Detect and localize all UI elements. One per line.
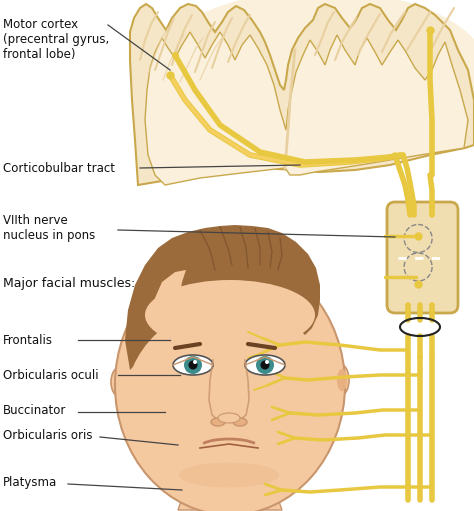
Ellipse shape	[179, 462, 279, 487]
Ellipse shape	[150, 0, 474, 160]
Ellipse shape	[145, 280, 315, 350]
Ellipse shape	[115, 255, 345, 511]
Ellipse shape	[331, 364, 349, 396]
Circle shape	[193, 360, 197, 364]
Text: VIIth nerve
nucleus in pons: VIIth nerve nucleus in pons	[3, 214, 95, 242]
Text: Platysma: Platysma	[3, 476, 57, 489]
Text: Frontalis: Frontalis	[3, 334, 53, 346]
Polygon shape	[125, 225, 320, 370]
Ellipse shape	[125, 305, 335, 505]
FancyBboxPatch shape	[387, 202, 458, 313]
Circle shape	[261, 360, 270, 369]
Ellipse shape	[137, 308, 173, 373]
Ellipse shape	[173, 355, 213, 375]
Text: Orbicularis oris: Orbicularis oris	[3, 429, 92, 442]
Text: Motor cortex
(precentral gyrus,
frontal lobe): Motor cortex (precentral gyrus, frontal …	[3, 18, 109, 61]
Polygon shape	[145, 32, 468, 185]
Circle shape	[256, 356, 274, 374]
Circle shape	[265, 360, 269, 364]
Ellipse shape	[211, 418, 225, 426]
Text: Corticobulbar tract: Corticobulbar tract	[3, 161, 115, 174]
Ellipse shape	[245, 355, 285, 375]
Ellipse shape	[111, 367, 129, 397]
Circle shape	[184, 356, 202, 374]
Polygon shape	[130, 4, 474, 185]
Text: Major facial muscles:: Major facial muscles:	[3, 276, 135, 290]
Ellipse shape	[233, 418, 247, 426]
Ellipse shape	[337, 369, 347, 391]
Circle shape	[189, 360, 198, 369]
Ellipse shape	[218, 413, 240, 423]
Text: Buccinator: Buccinator	[3, 404, 66, 416]
Text: Orbicularis oculi: Orbicularis oculi	[3, 368, 99, 382]
Polygon shape	[178, 490, 282, 510]
